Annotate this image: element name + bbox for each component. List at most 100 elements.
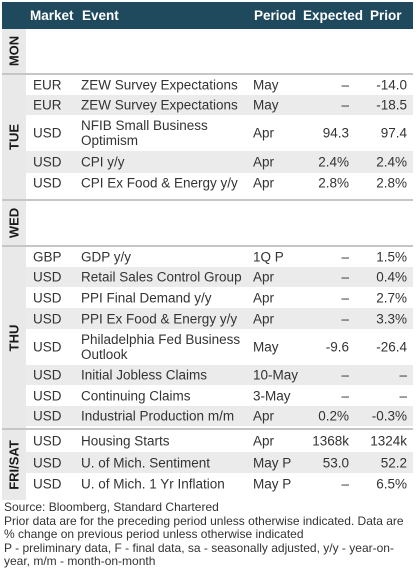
cell-prior: -26.4	[376, 339, 407, 355]
footnotes: Source: Bloomberg, Standard Chartered Pr…	[4, 500, 413, 569]
table-row: USD CPI Ex Food & Energy y/y Apr 2.8% 2.8%	[26, 173, 413, 193]
day-label-cell: THU	[2, 247, 26, 428]
day-separator	[2, 73, 413, 75]
table-header: Market Event Period Expected Prior	[2, 2, 413, 29]
cell-market: GBP	[33, 249, 62, 265]
cell-period: Apr	[253, 290, 275, 305]
cell-event: Initial Jobless Claims	[81, 367, 208, 383]
cell-period: May P	[253, 476, 292, 492]
cell-expected: –	[341, 290, 349, 305]
table-row: USD Initial Jobless Claims 10-May – –	[26, 365, 413, 385]
day-group: TUE EUR ZEW Survey Expectations May – -14.0 EU…	[2, 75, 413, 199]
cell-prior: –	[399, 367, 407, 383]
cell-expected: –	[341, 97, 349, 113]
day-label-cell: FRI/SAT	[2, 430, 26, 500]
cell-market: USD	[33, 455, 62, 470]
cell-event: Philadelphia Fed Business Outlook	[81, 332, 241, 362]
cell-market: USD	[33, 476, 62, 492]
column-header-event: Event	[82, 8, 119, 23]
table-row: USD Housing Starts Apr 1368k 1324k	[26, 430, 413, 452]
day-label-cell: WED	[2, 201, 26, 245]
cell-market: USD	[33, 388, 62, 403]
day-separator	[2, 245, 413, 247]
day-separator	[2, 199, 413, 201]
cell-period: Apr	[253, 175, 275, 191]
cell-event: Industrial Production m/m	[81, 408, 235, 424]
day-group: WED	[2, 201, 413, 245]
column-header-expected: Expected	[303, 8, 364, 23]
cell-market: USD	[33, 154, 62, 170]
cell-expected: –	[341, 367, 349, 383]
cell-event: NFIB Small Business Optimism	[81, 118, 208, 148]
cell-prior: 3.3%	[376, 311, 407, 326]
cell-market: USD	[33, 408, 62, 424]
cell-period: Apr	[253, 269, 275, 285]
cell-expected: –	[341, 77, 349, 93]
table-row: USD NFIB Small Business Optimism Apr 94.3 97…	[26, 115, 413, 151]
day-group: FRI/SAT USD Housing Starts Apr 1368k 1324k USD…	[2, 430, 413, 500]
cell-expected: –	[341, 311, 349, 326]
prior-data-note: Prior data are for the preceding period …	[4, 513, 404, 541]
cell-prior: 6.5%	[376, 476, 407, 492]
cell-event: GDP y/y	[81, 249, 132, 265]
cell-event: U. of Mich. Sentiment	[81, 455, 211, 470]
day-separator	[2, 428, 413, 430]
cell-market: EUR	[33, 77, 62, 93]
cell-period: 10-May	[253, 367, 299, 383]
cell-prior: -18.5	[376, 97, 407, 113]
table-row: USD Continuing Claims 3-May – –	[26, 385, 413, 406]
table-row: EUR ZEW Survey Expectations May – -14.0	[26, 75, 413, 95]
cell-period: Apr	[253, 125, 275, 141]
cell-period: Apr	[253, 408, 275, 424]
cell-prior: 2.8%	[376, 175, 407, 191]
table-row: USD Industrial Production m/m Apr 0.2% -0.3%	[26, 406, 413, 426]
column-header-period: Period	[254, 8, 297, 23]
cell-market: USD	[33, 367, 62, 383]
cell-expected: –	[341, 476, 349, 492]
cell-prior: 1324k	[370, 433, 407, 449]
source-note: Source: Bloomberg, Standard Chartered	[4, 500, 219, 514]
table-row: EUR ZEW Survey Expectations May – -18.5	[26, 95, 413, 115]
table-row: USD U. of Mich. 1 Yr Inflation May P – 6.5%	[26, 473, 413, 495]
cell-market: USD	[33, 290, 62, 305]
table-row: USD Retail Sales Control Group Apr – 0.4%	[26, 267, 413, 287]
column-header-market: Market	[30, 8, 74, 23]
cell-event: ZEW Survey Expectations	[81, 97, 238, 113]
cell-market: USD	[33, 269, 62, 285]
cell-market: USD	[33, 311, 62, 326]
cell-period: May P	[253, 455, 292, 470]
cell-expected: –	[341, 388, 349, 403]
cell-market: USD	[33, 175, 62, 191]
day-label-cell: MON	[2, 29, 26, 73]
cell-event: CPI y/y	[81, 154, 125, 170]
table-row: USD U. of Mich. Sentiment May P 53.0 52.2	[26, 452, 413, 473]
day-label: TUE	[6, 124, 22, 150]
cell-market: USD	[33, 339, 62, 355]
cell-event: Continuing Claims	[81, 388, 191, 403]
cell-market: USD	[33, 125, 62, 141]
cell-event: CPI Ex Food & Energy y/y	[81, 175, 238, 191]
cell-event: Housing Starts	[81, 433, 170, 449]
cell-expected: 2.8%	[318, 175, 349, 191]
day-group: THU GBP GDP y/y 1Q P – 1.5% USD Retail Sales Co…	[2, 247, 413, 428]
table-row: USD PPI Final Demand y/y Apr – 2.7%	[26, 287, 413, 308]
cell-event: Retail Sales Control Group	[81, 269, 242, 285]
cell-expected: 0.2%	[318, 408, 349, 424]
cell-expected: 94.3	[322, 125, 349, 141]
cell-period: Apr	[253, 154, 275, 170]
cell-prior: 0.4%	[376, 269, 407, 285]
day-label: WED	[6, 207, 22, 239]
cell-prior: 2.4%	[376, 154, 407, 170]
column-header-prior: Prior	[370, 8, 402, 23]
cell-period: May	[253, 339, 279, 355]
cell-prior: 2.7%	[376, 290, 407, 305]
cell-expected: –	[341, 269, 349, 285]
cell-prior: -0.3%	[371, 408, 407, 424]
day-label-cell: TUE	[2, 75, 26, 199]
cell-period: Apr	[253, 311, 275, 326]
table-row: USD Philadelphia Fed Business Outlook May -…	[26, 329, 413, 365]
cell-period: Apr	[253, 433, 275, 449]
day-label: MON	[6, 35, 22, 67]
cell-event: ZEW Survey Expectations	[81, 77, 238, 93]
cell-market: EUR	[33, 97, 62, 113]
